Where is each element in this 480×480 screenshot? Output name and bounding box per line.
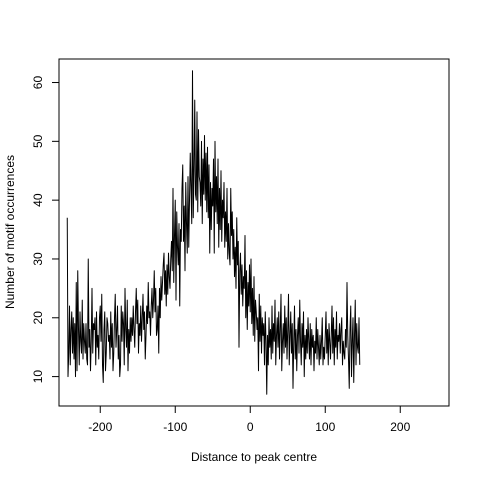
series-line [66, 70, 361, 395]
y-tick-label: 10 [31, 370, 45, 384]
x-tick-label: -200 [88, 420, 112, 434]
y-tick-label: 20 [31, 311, 45, 325]
y-tick-label: 60 [31, 76, 45, 90]
y-tick-label: 40 [31, 193, 45, 207]
y-axis: 10 20 30 40 50 60 [31, 76, 60, 384]
x-tick-label: 100 [315, 420, 335, 434]
x-tick-label: 200 [390, 420, 410, 434]
x-axis-label: Distance to peak centre [191, 450, 317, 464]
y-axis-label: Number of motif occurrences [3, 155, 17, 309]
x-axis: -200 -100 0 100 200 [88, 405, 411, 434]
x-tick-label: -100 [163, 420, 187, 434]
plot-box [58, 58, 450, 407]
y-tick-label: 50 [31, 134, 45, 148]
y-tick-label: 30 [31, 252, 45, 266]
x-tick-label: 0 [247, 420, 254, 434]
